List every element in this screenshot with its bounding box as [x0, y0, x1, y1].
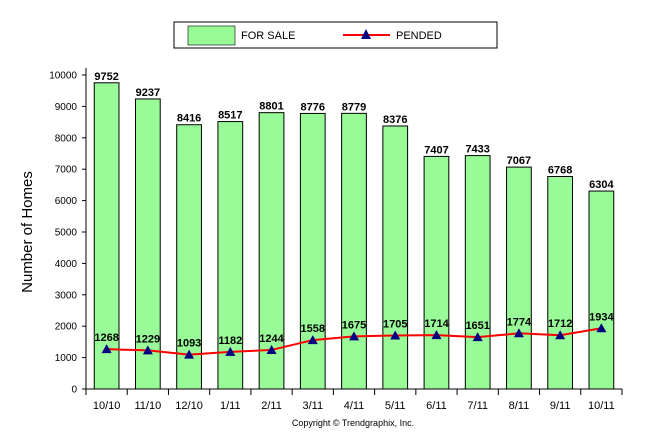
- for-sale-value-label: 8779: [342, 101, 366, 113]
- y-axis: 0 1000 2000 3000 4000 5000 6000 7000 8000 9000 100…: [49, 71, 86, 396]
- for-sale-bar: [464, 155, 491, 390]
- pended-value-label: 1651: [465, 320, 489, 332]
- x-tick-label: 10/11: [588, 400, 615, 412]
- x-tick-label: 10/10: [93, 400, 121, 412]
- x-tick-label: 11/10: [134, 400, 161, 412]
- for-sale-bar: [134, 98, 161, 390]
- pended-marker: [596, 323, 607, 333]
- for-sale-value-label: 6304: [589, 179, 614, 191]
- pended-value-label: 1705: [383, 318, 407, 330]
- legend: FOR SALE PENDED: [173, 21, 498, 49]
- y-tick-label: 1000: [55, 353, 78, 364]
- legend-for-sale-swatch: [187, 25, 236, 46]
- pended-marker: [472, 332, 483, 342]
- y-tick-label: 7000: [55, 165, 78, 176]
- for-sale-value-label: 8801: [259, 101, 283, 113]
- for-sale-bar: [547, 175, 574, 390]
- pended-value-label: 1182: [218, 335, 242, 347]
- for-sale-value-label: 7067: [507, 155, 531, 167]
- y-tick-label: 3000: [55, 290, 78, 301]
- pended-value-label: 1934: [589, 311, 614, 323]
- x-tick-label: 4/11: [344, 400, 365, 412]
- pended-value-label: 1093: [177, 338, 201, 350]
- for-sale-value-label: 8376: [383, 114, 407, 126]
- for-sale-bar: [588, 190, 615, 390]
- x-tick-label: 8/11: [509, 400, 530, 412]
- pended-marker: [349, 331, 359, 341]
- x-tick-label: 9/11: [550, 400, 571, 412]
- x-tick-label: 7/11: [467, 400, 488, 412]
- for-sale-value-label: 8517: [218, 110, 242, 122]
- y-tick-label: 0: [71, 385, 77, 396]
- for-sale-bar: [382, 125, 409, 390]
- pended-value-label: 1714: [424, 318, 449, 330]
- pended-marker: [184, 349, 195, 359]
- pended-value-label: 1774: [507, 316, 532, 328]
- legend-pended-marker: [361, 29, 371, 39]
- y-tick-label: 10000: [49, 71, 77, 82]
- for-sale-value-label: 8416: [177, 113, 201, 125]
- for-sale-value-label: 8776: [301, 101, 325, 113]
- pended-marker: [431, 330, 442, 340]
- x-tick-label: 12/10: [175, 400, 203, 412]
- for-sale-value-label: 7433: [465, 144, 489, 156]
- for-sale-bar: [341, 112, 367, 390]
- legend-for-sale-label: FOR SALE: [241, 30, 295, 42]
- pended-marker: [513, 328, 524, 338]
- x-tick-label: 3/11: [302, 400, 323, 412]
- for-sale-value-label: 7407: [424, 144, 448, 156]
- x-tick-label: 5/11: [385, 400, 406, 412]
- for-sale-bar: [299, 112, 326, 390]
- for-sale-value-label: 9237: [136, 87, 160, 99]
- pended-marker: [142, 345, 153, 355]
- pended-marker: [101, 344, 112, 354]
- y-tick-label: 5000: [55, 228, 78, 239]
- legend-pended-label: PENDED: [396, 30, 442, 42]
- bars: 9752 9237 8416 8517 8801 8776 8779 8376 7407 7433…: [93, 71, 615, 390]
- for-sale-bar: [217, 121, 244, 390]
- pended-line-series: 1268 1229 1093 1182 1244 1558 1675 1705 1714 1651…: [94, 311, 614, 359]
- pended-marker: [555, 330, 566, 340]
- for-sale-bar: [506, 166, 532, 390]
- for-sale-bar: [423, 155, 450, 390]
- y-tick-label: 4000: [55, 259, 78, 270]
- for-sale-value-label: 9752: [94, 71, 118, 83]
- x-tick-label: 1/11: [220, 400, 241, 412]
- x-axis: 10/10 11/10 12/10 1/11 2/11 3/11 4/11 5/11 6/11 7…: [85, 389, 623, 412]
- for-sale-value-label: 6768: [548, 164, 572, 176]
- pended-value-label: 1675: [342, 319, 366, 331]
- pended-value-label: 1712: [548, 318, 572, 330]
- pended-marker: [225, 346, 236, 356]
- y-axis-label: Number of Homes: [19, 171, 36, 293]
- pended-marker: [307, 335, 318, 345]
- pended-value-label: 1268: [94, 332, 118, 344]
- pended-marker: [390, 330, 401, 340]
- y-tick-label: 8000: [55, 133, 78, 144]
- y-tick-label: 6000: [55, 196, 78, 207]
- pended-value-label: 1229: [136, 333, 160, 345]
- y-tick-label: 9000: [55, 102, 78, 113]
- y-tick-label: 2000: [55, 322, 78, 333]
- x-tick-label: 6/11: [426, 400, 447, 412]
- pended-value-label: 1558: [301, 323, 325, 335]
- pended-value-label: 1244: [259, 333, 284, 345]
- x-tick-label: 2/11: [261, 400, 282, 412]
- copyright-text: Copyright © Trendgraphix, Inc.: [292, 418, 414, 428]
- pended-marker: [266, 344, 277, 354]
